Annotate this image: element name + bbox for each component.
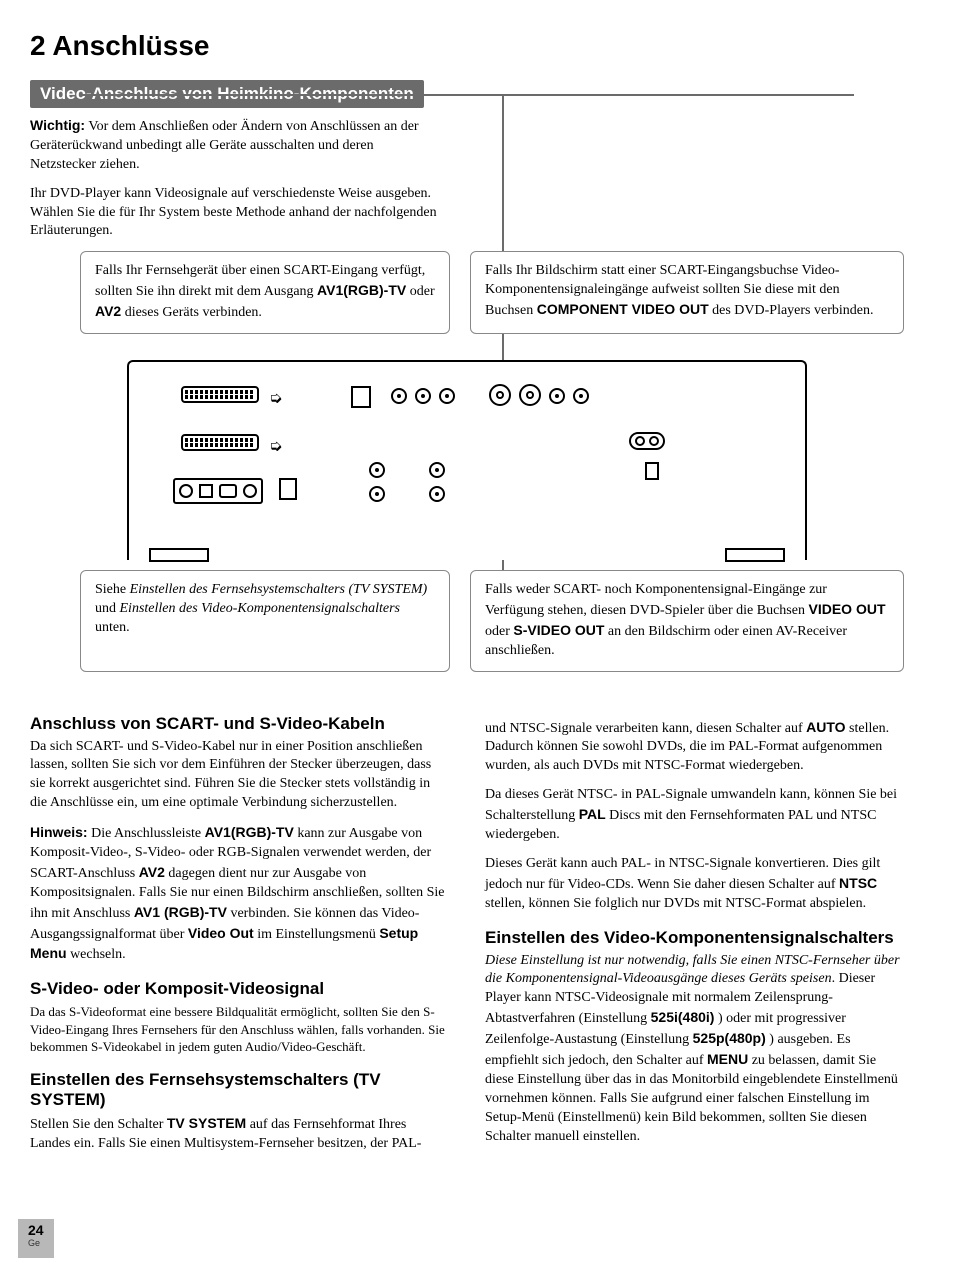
rca-jack — [573, 388, 589, 404]
right-p1: und NTSC-Signale verarbeiten kann, diese… — [485, 718, 904, 777]
page-number: 24 Ge — [18, 1219, 54, 1258]
rear-panel-diagram: ➭ ➭ — [127, 360, 807, 560]
right-p2: Da dieses Gerät NTSC- in PAL-Signale umw… — [485, 786, 904, 845]
rca-big — [519, 384, 541, 406]
rca-jack — [369, 462, 385, 478]
comp-p: Diese Einstellung ist nur notwendig, fal… — [485, 952, 904, 1147]
top-divider — [80, 94, 854, 96]
foot — [149, 548, 209, 562]
h-comp: Einstellen des Video-Komponentensignalsc… — [485, 928, 904, 948]
rca-jack — [439, 388, 455, 404]
switch-box — [279, 478, 297, 500]
rca-jack — [369, 486, 385, 502]
rca-jack — [429, 486, 445, 502]
scart-p1: Da sich SCART- und S-Video-Kabel nur in … — [30, 738, 449, 814]
audio-pair — [629, 432, 665, 450]
rca-jack — [549, 388, 565, 404]
callout-top-left: Falls Ihr Fernsehgerät über einen SCART-… — [80, 251, 450, 334]
arrow-icon: ➭ — [269, 388, 291, 410]
arrow-icon: ➭ — [269, 436, 291, 458]
svideo-p: Da das S-Videoformat eine bessere Bildqu… — [30, 1003, 449, 1056]
callout-bottom-left: Siehe Einstellen des Fernsehsystemschalt… — [80, 570, 450, 672]
scart-p2: Hinweis: Die Anschlussleiste AV1(RGB)-TV… — [30, 823, 449, 965]
right-column: und NTSC-Signale verarbeiten kann, diese… — [485, 700, 904, 1164]
intro-p1: Wichtig: Vor dem Anschließen oder Ändern… — [30, 116, 440, 175]
foot — [725, 548, 785, 562]
rca-jack — [391, 388, 407, 404]
scart-1 — [181, 386, 259, 403]
hdmi-icon — [351, 386, 371, 408]
scart-2 — [181, 434, 259, 451]
wichtig-label: Wichtig: — [30, 117, 85, 133]
h-tvsys: Einstellen des Fernsehsystemschalters (T… — [30, 1070, 449, 1110]
intro-p2: Ihr DVD-Player kann Videosignale auf ver… — [30, 185, 440, 242]
h-svideo: S-Video- oder Komposit-Videosignal — [30, 979, 449, 999]
rca-jack — [415, 388, 431, 404]
callout-top-right: Falls Ihr Bildschirm statt einer SCART-E… — [470, 251, 904, 334]
h-scart: Anschluss von SCART- und S-Video-Kabeln — [30, 714, 449, 734]
callout-bottom-right: Falls weder SCART- noch Komponentensigna… — [470, 570, 904, 672]
page-title: 2 Anschlüsse — [30, 30, 904, 62]
left-column: Anschluss von SCART- und S-Video-Kabeln … — [30, 700, 449, 1164]
tvsys-p: Stellen Sie den Schalter TV SYSTEM auf d… — [30, 1114, 449, 1154]
switch-group — [173, 478, 263, 504]
right-p3: Dieses Gerät kann auch PAL- in NTSC-Sign… — [485, 855, 904, 914]
rca-big — [489, 384, 511, 406]
rca-jack — [429, 462, 445, 478]
optical-icon — [645, 462, 659, 480]
